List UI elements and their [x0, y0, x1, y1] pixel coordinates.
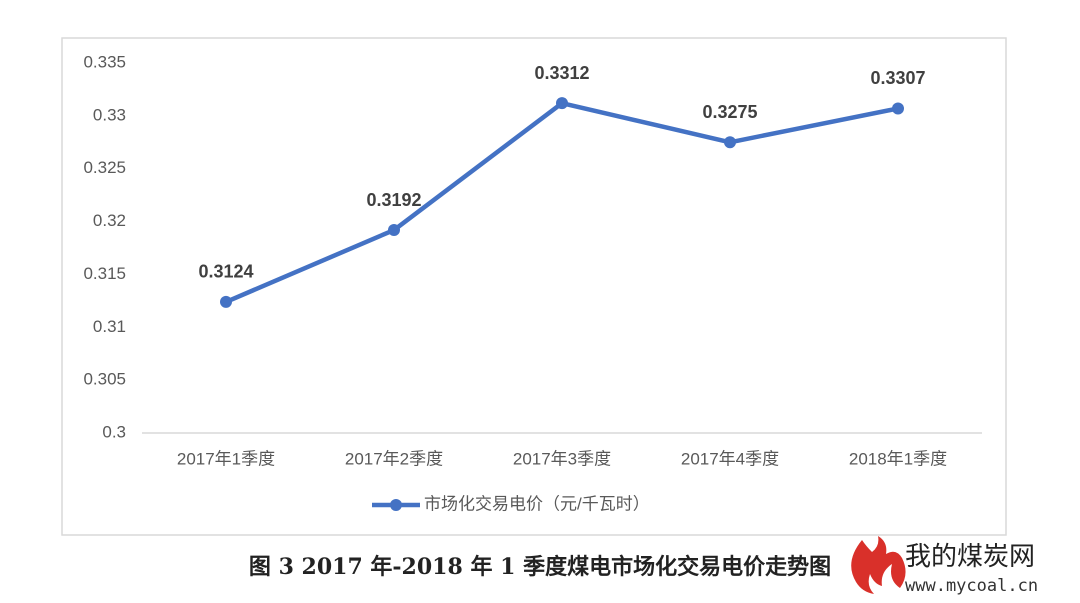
data-label: 0.3192	[366, 190, 421, 210]
data-point	[724, 136, 736, 149]
y-tick-label: 0.305	[83, 370, 126, 389]
data-point	[556, 97, 568, 110]
y-tick-label: 0.325	[83, 158, 126, 177]
data-label: 0.3124	[198, 262, 253, 282]
x-tick-label: 2017年3季度	[513, 449, 611, 468]
y-tick-label: 0.33	[93, 105, 126, 124]
y-tick-label: 0.335	[83, 52, 126, 71]
legend-marker	[390, 499, 402, 511]
y-tick-label: 0.32	[93, 211, 126, 230]
x-tick-label: 2017年1季度	[177, 449, 275, 468]
data-label: 0.3275	[702, 102, 757, 122]
legend-label: 市场化交易电价（元/千瓦时）	[424, 494, 650, 513]
x-tick-label: 2018年1季度	[849, 449, 947, 468]
watermark-name: 我的煤炭网	[905, 541, 1035, 571]
data-point	[892, 102, 904, 115]
watermark-logo	[851, 536, 906, 594]
y-tick-label: 0.315	[83, 264, 126, 283]
x-tick-label: 2017年2季度	[345, 449, 443, 468]
data-point	[220, 295, 232, 308]
y-tick-label: 0.31	[93, 317, 126, 336]
data-label: 0.3307	[870, 68, 925, 88]
caption: 图 3 2017 年-2018 年 1 季度煤电市场化交易电价走势图	[249, 554, 831, 580]
watermark: 我的煤炭网 www.mycoal.cn	[851, 536, 1038, 596]
data-label: 0.3312	[534, 63, 589, 83]
watermark-url: www.mycoal.cn	[905, 576, 1038, 596]
chart-frame	[61, 37, 1007, 536]
x-tick-label: 2017年4季度	[681, 449, 779, 468]
y-tick-label: 0.3	[102, 422, 126, 441]
data-point	[388, 224, 400, 237]
